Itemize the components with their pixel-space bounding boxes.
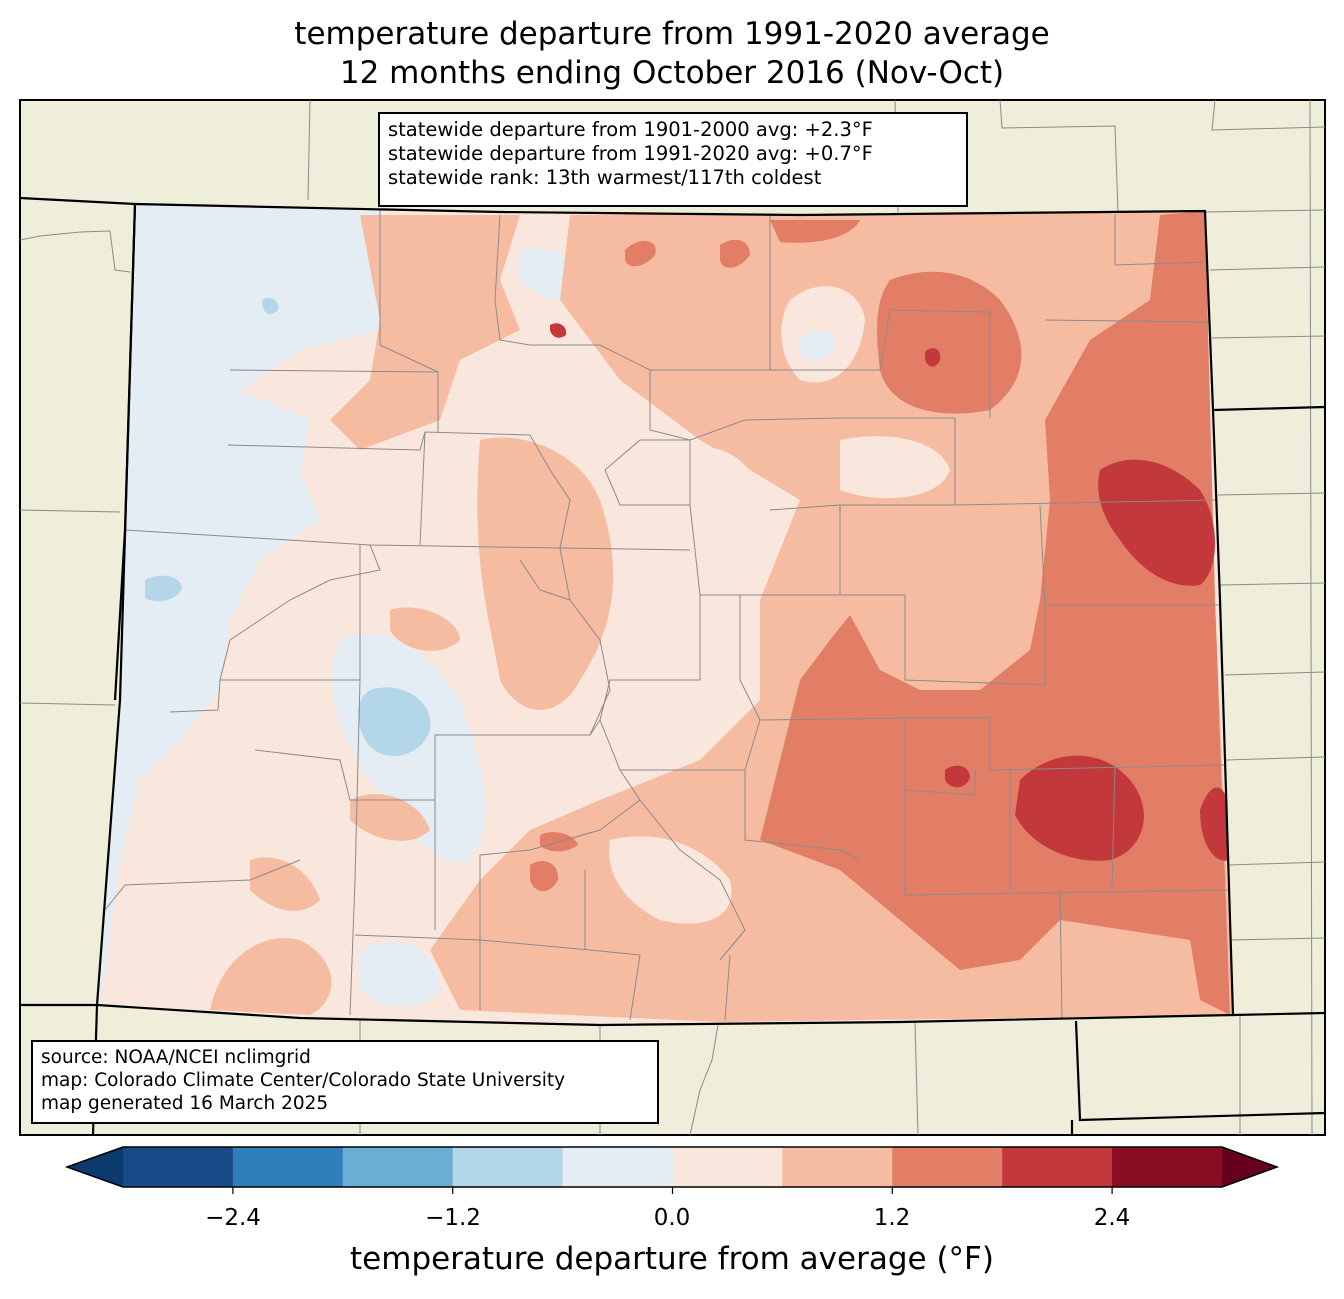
colorbar-bin bbox=[562, 1147, 673, 1187]
colorbar-tick-label: −1.2 bbox=[425, 1205, 481, 1231]
colorbar-bin bbox=[342, 1147, 454, 1187]
county-lines bbox=[104, 205, 1231, 1021]
colorbar-tick-label: 2.4 bbox=[1093, 1205, 1131, 1231]
source-line-1: source: NOAA/NCEI nclimgrid bbox=[41, 1047, 311, 1068]
stats-line-2: statewide departure from 1991-2020 avg: … bbox=[388, 142, 873, 165]
colorbar-tick-label: 0.0 bbox=[653, 1205, 691, 1231]
colorbar-bin bbox=[782, 1147, 893, 1187]
colorbar bbox=[64, 1146, 1280, 1194]
colorbar-label: temperature departure from average (°F) bbox=[350, 1241, 994, 1277]
source-line-2: map: Colorado Climate Center/Colorado St… bbox=[41, 1070, 566, 1091]
colorbar-outline bbox=[64, 1146, 1280, 1188]
colorbar-tick-label: −2.4 bbox=[205, 1205, 261, 1231]
statewide-stats-box: statewide departure from 1901-2000 avg: … bbox=[378, 112, 968, 207]
colorbar-bin bbox=[672, 1147, 783, 1187]
colorbar-bin bbox=[232, 1147, 344, 1187]
colorbar-extend-low bbox=[67, 1147, 123, 1187]
colorado-contours bbox=[97, 204, 1233, 1025]
colorbar-bin bbox=[1002, 1147, 1113, 1187]
colorbar-extend-high bbox=[1222, 1147, 1277, 1187]
title-line-2: 12 months ending October 2016 (Nov-Oct) bbox=[339, 55, 1005, 91]
colorbar-bin bbox=[892, 1147, 1003, 1187]
source-line-3: map generated 16 March 2025 bbox=[41, 1093, 329, 1114]
colorbar-bin bbox=[452, 1147, 564, 1187]
stats-line-3: statewide rank: 13th warmest/117th colde… bbox=[388, 166, 822, 189]
colorbar-tick-label: 1.2 bbox=[873, 1205, 911, 1231]
source-box: source: NOAA/NCEI nclimgrid map: Colorad… bbox=[31, 1040, 659, 1124]
colorbar-bin bbox=[1112, 1147, 1223, 1187]
colorbar-bin bbox=[123, 1147, 234, 1187]
title-line-1: temperature departure from 1991-2020 ave… bbox=[294, 16, 1050, 52]
stats-line-1: statewide departure from 1901-2000 avg: … bbox=[388, 118, 873, 141]
